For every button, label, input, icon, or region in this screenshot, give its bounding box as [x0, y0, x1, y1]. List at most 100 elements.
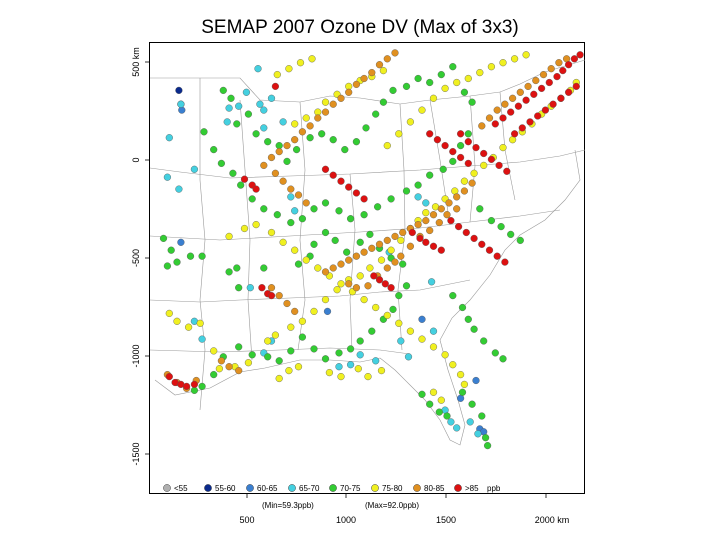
monitor-point [441, 351, 449, 359]
monitor-point [302, 199, 310, 207]
y-tick-label: -1500 [131, 442, 141, 465]
monitor-point [235, 284, 243, 292]
monitor-point [435, 408, 443, 416]
monitor-point [416, 234, 424, 243]
monitor-point [426, 78, 434, 87]
monitor-point [391, 232, 399, 241]
monitor-point [298, 215, 307, 223]
legend: <55 55-60 60-65 65-70 70-75 75-80 80-85 [163, 484, 501, 493]
monitor-point [406, 327, 415, 335]
monitor-point [395, 292, 403, 300]
monitor-point [470, 325, 478, 333]
monitor-point [352, 80, 361, 89]
min-label: (Min=59.3ppb) [262, 501, 314, 510]
monitor-point [464, 138, 472, 146]
monitor-point [337, 280, 345, 288]
monitor-point [283, 142, 291, 150]
monitor-point [341, 146, 349, 154]
monitor-point [267, 94, 276, 102]
monitor-point [422, 217, 430, 225]
monitor-point [260, 124, 268, 132]
monitor-point [190, 380, 199, 389]
monitor-point [466, 418, 474, 426]
monitor-point [499, 59, 507, 67]
monitor-point [271, 82, 280, 91]
monitor-point [464, 74, 472, 83]
monitor-point [233, 264, 241, 272]
monitor-point [283, 299, 291, 308]
monitor-point [271, 169, 280, 177]
monitor-point [449, 361, 457, 369]
monitor-point [395, 130, 403, 138]
monitor-point [175, 185, 183, 193]
monitor-point [507, 108, 515, 116]
monitor-point [165, 134, 173, 142]
monitor-point [246, 284, 254, 292]
monitor-point [210, 347, 218, 355]
monitor-point [395, 319, 403, 327]
monitor-point [260, 264, 268, 272]
monitor-point [165, 309, 173, 318]
monitor-point [183, 382, 191, 391]
monitor-points [159, 49, 584, 450]
monitor-point [429, 343, 438, 351]
monitor-point [258, 284, 266, 292]
monitor-point [267, 153, 276, 162]
monitor-point [310, 307, 318, 316]
monitor-point [271, 331, 280, 339]
monitor-point [185, 323, 193, 331]
monitor-point [491, 120, 499, 128]
monitor-point [240, 175, 249, 183]
monitor-point [366, 230, 374, 239]
monitor-point [329, 100, 337, 108]
legend-item-gt85: >85 [454, 484, 479, 493]
monitor-point [532, 76, 540, 85]
monitor-point [383, 311, 391, 320]
monitor-point [260, 205, 268, 213]
monitor-point [547, 65, 555, 73]
x-tick-label: 500 [239, 515, 254, 525]
monitor-point [484, 442, 492, 450]
monitor-point [186, 252, 195, 260]
monitor-point [522, 51, 530, 59]
monitor-point [455, 223, 463, 231]
legend-label: 75-80 [382, 484, 403, 493]
monitor-point [458, 388, 467, 396]
monitor-point [273, 70, 281, 79]
monitor-point [368, 68, 376, 77]
monitor-point [215, 365, 224, 373]
monitor-point [360, 248, 368, 256]
legend-label: >85 [465, 484, 479, 493]
monitor-point [404, 353, 413, 361]
monitor-point [177, 100, 185, 108]
x-tick-label: 2000 km [535, 515, 570, 525]
monitor-point [443, 412, 451, 420]
monitor-point [476, 205, 484, 213]
monitor-point [217, 357, 226, 365]
monitor-point [564, 61, 573, 69]
y-tick-label: 0 [131, 157, 141, 162]
legend-label: 65-70 [299, 484, 320, 493]
monitor-point [347, 361, 355, 369]
monitor-point [462, 228, 470, 237]
monitor-point [414, 221, 422, 229]
monitor-point [443, 211, 451, 219]
monitor-point [449, 157, 457, 166]
monitor-point [402, 187, 411, 195]
monitor-point [389, 305, 397, 314]
monitor-point [347, 215, 355, 223]
monitor-point [389, 86, 397, 95]
legend-item-70-75: 70-75 [329, 484, 361, 493]
monitor-point [457, 130, 465, 138]
monitor-point [499, 355, 507, 363]
monitor-point [383, 236, 391, 245]
plot-frame [149, 42, 585, 494]
monitor-point [256, 100, 264, 108]
monitor-point [329, 264, 337, 272]
monitor-point [225, 268, 233, 276]
legend-item-60-65: 60-65 [246, 484, 278, 493]
monitor-point [345, 183, 353, 191]
monitor-point [217, 159, 226, 168]
legend-swatch [413, 484, 421, 492]
monitor-point [345, 280, 353, 288]
